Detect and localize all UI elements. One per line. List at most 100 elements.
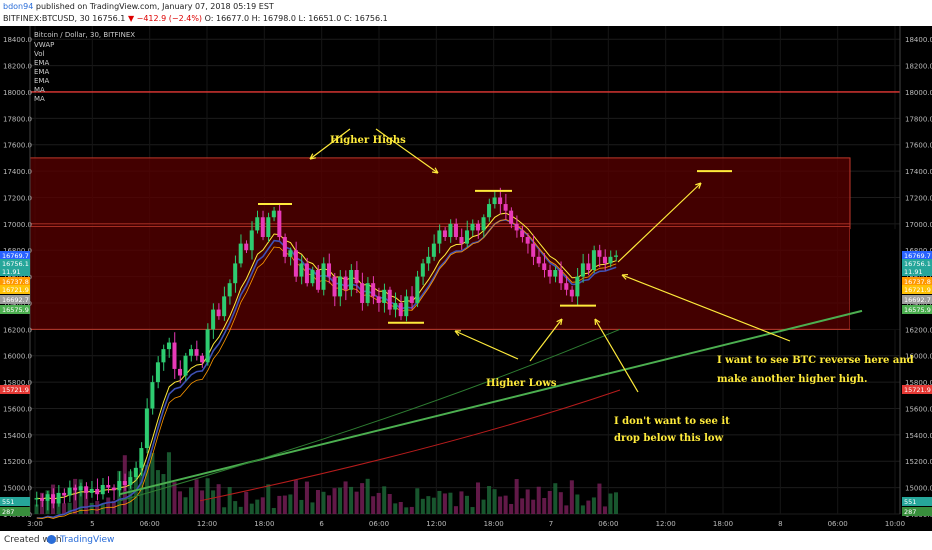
volume-bar	[332, 488, 337, 514]
candle	[575, 276, 580, 297]
candle	[144, 408, 149, 449]
price-tag-label: 16737.8	[904, 278, 931, 286]
candle	[150, 382, 155, 409]
x-tick-label: 18:00	[484, 520, 504, 528]
volume-bar	[459, 491, 464, 514]
ohlc-text: O: 16677.0 H: 16798.0 L: 16651.0 C: 1675…	[204, 14, 388, 23]
candle	[73, 487, 78, 491]
volume-bar	[89, 502, 94, 514]
volume-bar	[327, 495, 332, 514]
annotation-arrow	[529, 318, 563, 362]
annotation-arrow	[617, 182, 702, 263]
candles	[34, 187, 618, 511]
arrow-head	[621, 273, 629, 280]
arrow-head	[695, 182, 702, 189]
candle	[354, 270, 359, 284]
volume-bar	[608, 493, 613, 514]
volume-bar	[360, 483, 365, 514]
volume-bar	[525, 489, 530, 514]
price-tag	[0, 251, 30, 260]
tradingview-link[interactable]: TradingView	[60, 535, 115, 545]
volume-bar	[271, 507, 276, 514]
candle	[172, 342, 177, 369]
x-tick-label: 18:00	[254, 520, 274, 528]
volume-bar	[172, 482, 177, 514]
candle	[288, 250, 293, 257]
candle	[409, 296, 414, 303]
candle	[393, 302, 398, 310]
price-tag-label: 16721.9	[2, 286, 29, 294]
y-tick-label: 17400.0	[905, 168, 932, 176]
candle	[453, 223, 458, 238]
candle	[376, 296, 381, 303]
volume-bar	[531, 499, 536, 514]
candle	[249, 230, 254, 251]
candle	[597, 250, 602, 257]
y-tick-label: 18400.0	[905, 36, 932, 44]
y-tick-label: 15200.0	[905, 458, 932, 466]
price-tag	[0, 295, 30, 304]
y-tick-label: 17200.0	[3, 194, 32, 202]
candle	[321, 263, 326, 290]
volume-bar	[492, 489, 497, 514]
price-tag-label: 16737.8	[2, 278, 29, 286]
volume-bar	[487, 486, 492, 514]
arrow-head	[556, 318, 563, 325]
price-tag	[0, 267, 30, 276]
volume-bar	[260, 497, 265, 514]
candle	[299, 263, 304, 277]
volume-bar	[481, 499, 486, 514]
y-tick-label: 15600.0	[3, 405, 32, 413]
volume-bars	[34, 452, 618, 514]
price-tag	[902, 305, 932, 314]
volume-bar	[547, 490, 552, 514]
candle	[547, 270, 552, 277]
x-tick-label: 3:00	[27, 520, 43, 528]
candle	[558, 270, 563, 284]
volume-bar	[238, 506, 243, 514]
candle	[304, 263, 309, 284]
candle	[327, 263, 332, 277]
candle	[360, 283, 365, 303]
annotations: Higher Highs Higher Lows I want to see B…	[330, 135, 914, 444]
y-tick-label: 17000.0	[905, 221, 932, 229]
ema-slow-line	[36, 219, 617, 519]
volume-bar	[602, 506, 607, 514]
legend-indicator: MA	[34, 95, 45, 103]
y-tick-label: 18000.0	[3, 89, 32, 97]
candle	[349, 270, 354, 290]
symbol-line: BITFINEX:BTCUSD, 30 16756.1 ▼ −412.9 (−2…	[3, 13, 388, 25]
volume-bar	[144, 464, 149, 514]
volume-bar	[470, 507, 475, 514]
x-tick-label: 06:00	[828, 520, 848, 528]
candle	[233, 263, 238, 284]
price-tag	[0, 285, 30, 294]
volume-bar	[150, 452, 155, 514]
volume-bar	[426, 496, 431, 514]
price-chart[interactable]: 14800.015000.015200.015400.015600.015800…	[0, 26, 932, 531]
volume-bar	[34, 504, 39, 514]
volume-bar	[343, 481, 348, 514]
price-tag-label: 16769.7	[904, 252, 931, 260]
vwap-line	[36, 218, 617, 519]
symbol-text: BITFINEX:BTCUSD, 30 16756.1	[3, 14, 126, 23]
price-tag-label: 551	[2, 498, 14, 506]
volume-bar	[227, 487, 232, 514]
price-tag-label: 16692.7	[2, 296, 29, 304]
candle	[111, 487, 116, 491]
author-link[interactable]: bdon94	[3, 2, 34, 11]
y-tick-label: 17600.0	[3, 142, 32, 150]
candle	[56, 492, 61, 504]
candle	[194, 349, 199, 356]
volume-bar	[321, 491, 326, 514]
legend-indicator: EMA	[34, 68, 49, 76]
volume-bar	[288, 494, 293, 514]
x-tick-label: 5	[90, 520, 94, 528]
price-tag-label: 11.91	[904, 268, 923, 276]
y-tick-label: 17600.0	[905, 142, 932, 150]
candle	[183, 355, 188, 376]
publish-text: published on TradingView.com, January 07…	[35, 2, 274, 11]
volume-bar	[255, 499, 260, 514]
price-tag	[902, 251, 932, 260]
candle	[106, 484, 111, 488]
